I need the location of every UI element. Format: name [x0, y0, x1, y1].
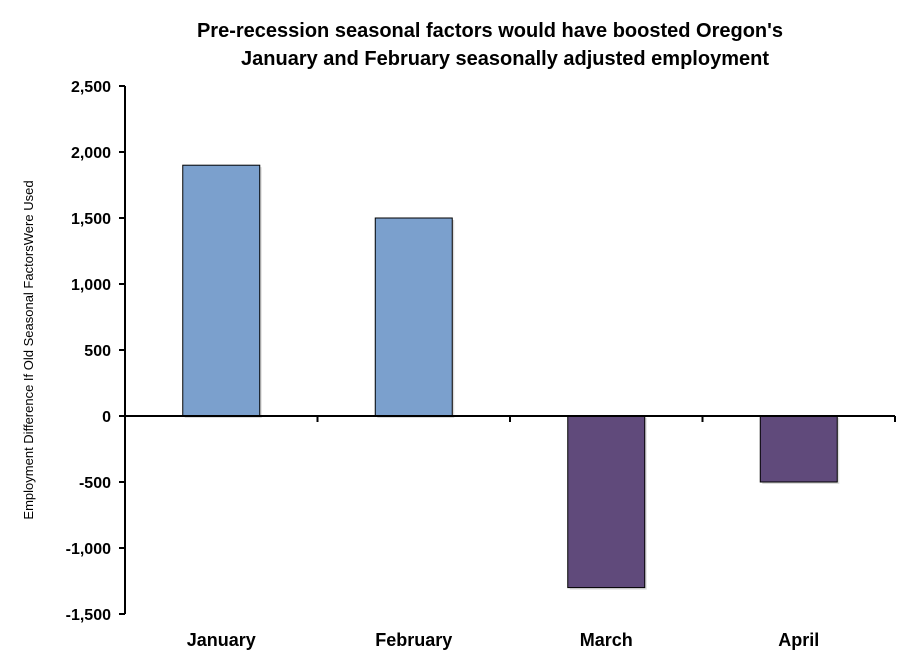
- y-tick-label: 1,000: [71, 277, 111, 294]
- y-axis-label: Employment Difference If Old Seasonal Fa…: [21, 180, 36, 519]
- x-tick-label: February: [375, 630, 452, 650]
- x-tick-label: March: [580, 630, 633, 650]
- x-tick-label: April: [778, 630, 819, 650]
- chart-title-line-2: January and February seasonally adjusted…: [241, 48, 769, 70]
- y-tick-label: 1,500: [71, 211, 111, 228]
- chart-title-line-1: Pre-recession seasonal factors would hav…: [197, 20, 783, 42]
- y-tick-label: -500: [79, 475, 111, 492]
- bar-january: [182, 164, 261, 417]
- y-tick-label: 500: [84, 343, 111, 360]
- bar-april: [759, 415, 838, 483]
- y-tick-label: 2,500: [71, 79, 111, 96]
- bar-february: [374, 217, 453, 417]
- y-tick-label: 2,000: [71, 145, 111, 162]
- y-tick-label: -1,500: [66, 607, 111, 624]
- y-tick-label: 0: [102, 409, 111, 426]
- bar-march: [567, 415, 646, 589]
- y-tick-label: -1,000: [66, 541, 111, 558]
- x-tick-label: January: [187, 630, 256, 650]
